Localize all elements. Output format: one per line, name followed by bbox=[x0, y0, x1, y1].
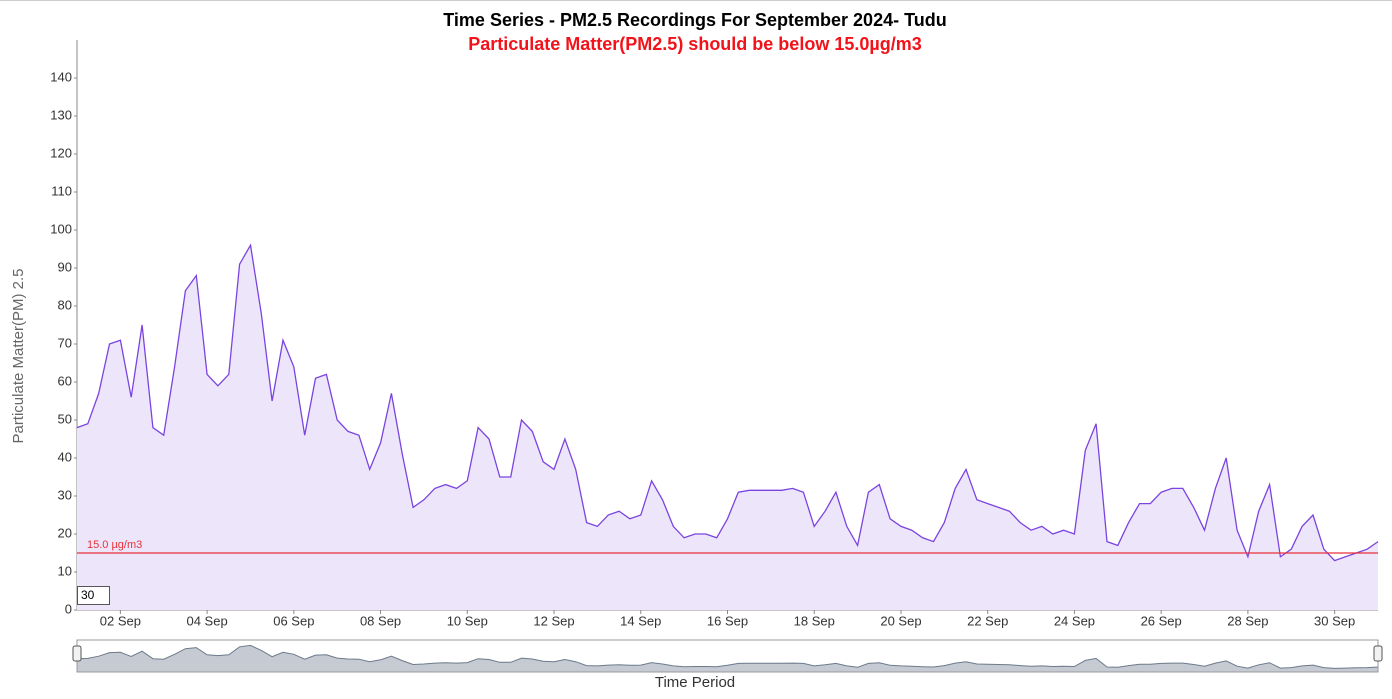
x-tick-label: 20 Sep bbox=[880, 613, 921, 628]
x-tick-label: 06 Sep bbox=[273, 613, 314, 628]
x-tick-label: 30 Sep bbox=[1314, 613, 1355, 628]
chart-title: Time Series - PM2.5 Recordings For Septe… bbox=[443, 10, 946, 30]
y-tick-label: 60 bbox=[58, 373, 72, 388]
y-tick-label: 80 bbox=[58, 297, 72, 312]
y-tick-label: 30 bbox=[58, 487, 72, 502]
x-tick-label: 28 Sep bbox=[1227, 613, 1268, 628]
x-tick-label: 22 Sep bbox=[967, 613, 1008, 628]
y-tick-label: 130 bbox=[50, 107, 72, 122]
x-axis-label: Time Period bbox=[655, 674, 735, 691]
x-tick-label: 26 Sep bbox=[1141, 613, 1182, 628]
x-tick-label: 10 Sep bbox=[447, 613, 488, 628]
y-tick-label: 10 bbox=[58, 563, 72, 578]
y-tick-label: 20 bbox=[58, 525, 72, 540]
x-tick-label: 18 Sep bbox=[794, 613, 835, 628]
chart-subtitle: Particulate Matter(PM2.5) should be belo… bbox=[468, 34, 921, 54]
area bbox=[77, 245, 1378, 610]
zoom-input[interactable]: 30 bbox=[81, 588, 95, 602]
y-tick-label: 100 bbox=[50, 221, 72, 236]
navigator-handle bbox=[72, 645, 82, 662]
y-tick-label: 50 bbox=[58, 411, 72, 426]
line bbox=[76, 243, 1379, 562]
navigator-area bbox=[76, 644, 1379, 673]
y-tick-label: 70 bbox=[58, 335, 72, 350]
y-tick-label: 120 bbox=[50, 145, 72, 160]
plot-area: 0 10 20 30 40 50 60 70 80 90 100 110 120 130 140 02 Sep… bbox=[50, 40, 1383, 673]
x-tick-label: 12 Sep bbox=[533, 613, 574, 628]
y-tick-label: 90 bbox=[58, 259, 72, 274]
x-tick-label: 16 Sep bbox=[707, 613, 748, 628]
zoom-input-box[interactable] bbox=[77, 586, 110, 605]
navigator-handle bbox=[1373, 645, 1383, 662]
y-axis-label: Particulate Matter(PM) 2.5 bbox=[10, 268, 27, 443]
y-tick-label: 140 bbox=[50, 69, 72, 84]
threshold-label: 15.0 µg/m3 bbox=[87, 539, 142, 551]
x-tick-label: 14 Sep bbox=[620, 613, 661, 628]
x-tick-label: 02 Sep bbox=[100, 613, 141, 628]
y-tick-label: 0 bbox=[65, 601, 72, 616]
x-tick-label: 24 Sep bbox=[1054, 613, 1095, 628]
x-tick-label: 08 Sep bbox=[360, 613, 401, 628]
y-tick-label: 40 bbox=[58, 449, 72, 464]
y-tick-label: 110 bbox=[51, 183, 72, 198]
x-tick-label: 04 Sep bbox=[186, 613, 227, 628]
